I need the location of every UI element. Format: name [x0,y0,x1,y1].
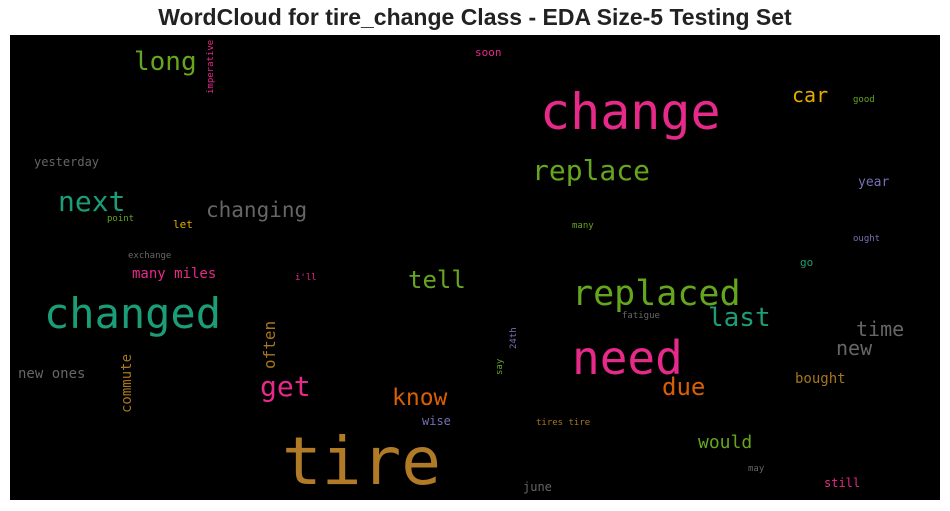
word-tell: tell [408,266,466,294]
word-need: need [572,331,683,385]
word-know: know [392,385,448,411]
word-time: time [856,317,905,341]
word-long: long [134,47,197,77]
word-commute: commute [119,353,135,413]
word-changing: changing [206,198,308,222]
chart-title: WordCloud for tire_change Class - EDA Si… [158,4,792,30]
word-go: go [800,256,814,269]
word-change: change [540,83,721,141]
word-say: say [495,358,505,375]
word-june: june [523,480,552,494]
word-tire: tire [282,423,441,500]
word-replace: replace [532,154,651,187]
word-last: last [708,303,771,333]
word-new-ones: new ones [18,366,86,382]
word-ought: ought [853,234,881,244]
word-may: may [748,464,765,474]
word-often: often [260,320,279,369]
word-get: get [260,370,311,403]
word-wise: wise [422,414,451,428]
word-soon: soon [475,46,502,59]
word-fatigue: fatigue [622,311,660,321]
word-point: point [107,214,135,224]
word-year: year [858,175,890,190]
word-next: next [58,185,126,218]
word-imperative: imperative [206,39,216,94]
word-changed: changed [44,289,222,338]
word-24th: 24th [509,327,519,349]
word-due: due [662,373,706,401]
word-let: let [173,218,193,231]
word-exchange: exchange [128,251,172,261]
word-still: still [824,476,861,490]
word-good: good [853,95,875,105]
word-yesterday: yesterday [34,155,100,169]
word-car: car [792,83,829,107]
word-many-miles: many miles [132,266,217,282]
word-cloud-canvas: tire change changed need replaced replac… [10,35,940,500]
word-many: many [572,221,594,231]
word-replaced: replaced [572,274,741,314]
word-ill: i'll [295,273,317,283]
word-bought: bought [795,371,846,387]
word-tires-tire: tires tire [536,418,591,428]
word-would: would [698,432,753,453]
word-new: new [836,336,873,360]
